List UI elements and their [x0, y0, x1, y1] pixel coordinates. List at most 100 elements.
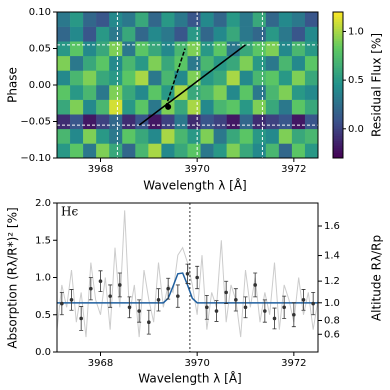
colorbar-segment	[333, 138, 343, 142]
heatmap-cell	[135, 70, 149, 86]
binned-point	[253, 283, 257, 287]
heatmap-cell	[226, 128, 240, 144]
heatmap-cell	[252, 143, 267, 159]
binned-point	[137, 309, 141, 313]
colorbar-segment	[333, 94, 343, 98]
heatmap-cell	[70, 128, 84, 144]
heatmap-cell	[226, 12, 240, 27]
heatmap-cell	[70, 12, 84, 27]
heatmap-cell	[96, 143, 110, 159]
heatmap-cell	[291, 26, 306, 42]
heatmap-cell	[187, 55, 201, 71]
heatmap-cell	[187, 12, 201, 27]
heatmap-cell	[252, 99, 267, 115]
binned-point	[185, 271, 190, 276]
colorbar-segment	[333, 114, 343, 118]
spectrum-line	[56, 210, 319, 338]
colorbar-segment	[333, 12, 343, 15]
heatmap-cell	[161, 55, 175, 71]
heatmap-cell	[226, 85, 240, 100]
binned-point	[166, 286, 170, 291]
colorbar-segment	[333, 33, 343, 37]
heatmap-cell	[83, 55, 97, 71]
heatmap-cell	[304, 26, 319, 42]
heatmap-cell	[213, 85, 227, 100]
heatmap-cell	[148, 26, 162, 42]
colorbar-segment	[333, 119, 343, 122]
heatmap-cell	[161, 143, 175, 159]
binned-point	[127, 305, 132, 310]
heatmap-cell	[135, 99, 149, 115]
binned-point	[108, 294, 112, 298]
binned-point	[311, 301, 315, 306]
heatmap-cell	[148, 55, 162, 71]
colorbar-segment	[333, 140, 343, 144]
heatmap-cell	[83, 128, 97, 144]
heatmap-cell	[122, 12, 136, 27]
heatmap-cell	[213, 128, 227, 144]
heatmap-cell	[304, 41, 319, 57]
x-tick-label: 3970	[184, 358, 209, 369]
binned-point	[263, 309, 267, 313]
heatmap-cell	[83, 26, 97, 42]
heatmap-cell	[252, 114, 267, 130]
heatmap-cell	[96, 128, 110, 144]
heatmap-cell	[200, 55, 214, 71]
colorbar-segment	[333, 87, 343, 91]
heatmap-cell	[135, 41, 149, 57]
colorbar-segment	[333, 92, 343, 96]
y-tick-label: −0.05	[20, 117, 51, 128]
colorbar-segment	[333, 65, 343, 69]
annotation: Hϵ	[61, 205, 78, 219]
y2-tick-label: 1.0	[324, 298, 340, 309]
heatmap-cell	[252, 128, 267, 144]
heatmap-cell	[291, 99, 306, 115]
heatmap-cell	[304, 143, 319, 159]
y-tick-label: −0.10	[20, 153, 51, 164]
heatmap-cell	[304, 70, 319, 86]
heatmap-cell	[239, 114, 254, 130]
colorbar-segment	[333, 70, 343, 74]
heatmap-cell	[265, 85, 280, 100]
heatmap-cell	[96, 99, 110, 115]
colorbar-frame	[332, 11, 344, 159]
binned-point	[118, 283, 122, 287]
colorbar-segment	[333, 99, 343, 103]
heatmap-cell	[200, 85, 214, 100]
heatmap-cell	[109, 70, 123, 86]
heatmap-cell	[278, 128, 293, 144]
heatmap-cell	[148, 70, 162, 86]
heatmap-cell	[122, 99, 136, 115]
heatmap-cell	[109, 26, 123, 42]
heatmap-cell	[109, 41, 123, 57]
heatmap-cell	[239, 26, 254, 42]
binned-point	[272, 316, 277, 321]
colorbar-segment	[333, 97, 343, 100]
colorbar-segment	[333, 19, 343, 23]
heatmap-cell	[252, 85, 267, 100]
x-tick-label: 3968	[88, 164, 113, 175]
heatmap-cell	[83, 143, 97, 159]
heatmap-cell	[148, 12, 162, 27]
colorbar-segment	[333, 53, 343, 57]
x-axis-label: Wavelength λ [Å]	[138, 371, 242, 386]
colorbar-segment	[333, 155, 343, 159]
heatmap-cell	[135, 114, 149, 130]
heatmap-cell	[96, 85, 110, 100]
colorbar-segment	[333, 85, 343, 88]
point	[165, 103, 172, 110]
heatmap-cell	[135, 26, 149, 42]
heatmap-cell	[304, 12, 319, 27]
heatmap-cell	[226, 70, 240, 86]
heatmap-cell	[278, 85, 293, 100]
heatmap-cell	[57, 41, 71, 57]
heatmap-cell	[187, 99, 201, 115]
y2-axis-label: Altitude Rλ/Rp	[370, 235, 384, 321]
heatmap-cell	[278, 99, 293, 115]
colorbar-segment	[333, 48, 343, 52]
binned-point	[60, 301, 64, 306]
heatmap-cell	[161, 114, 175, 130]
heatmap-cell	[83, 12, 97, 27]
heatmap-cell	[122, 143, 136, 159]
heatmap-cell	[304, 128, 319, 144]
